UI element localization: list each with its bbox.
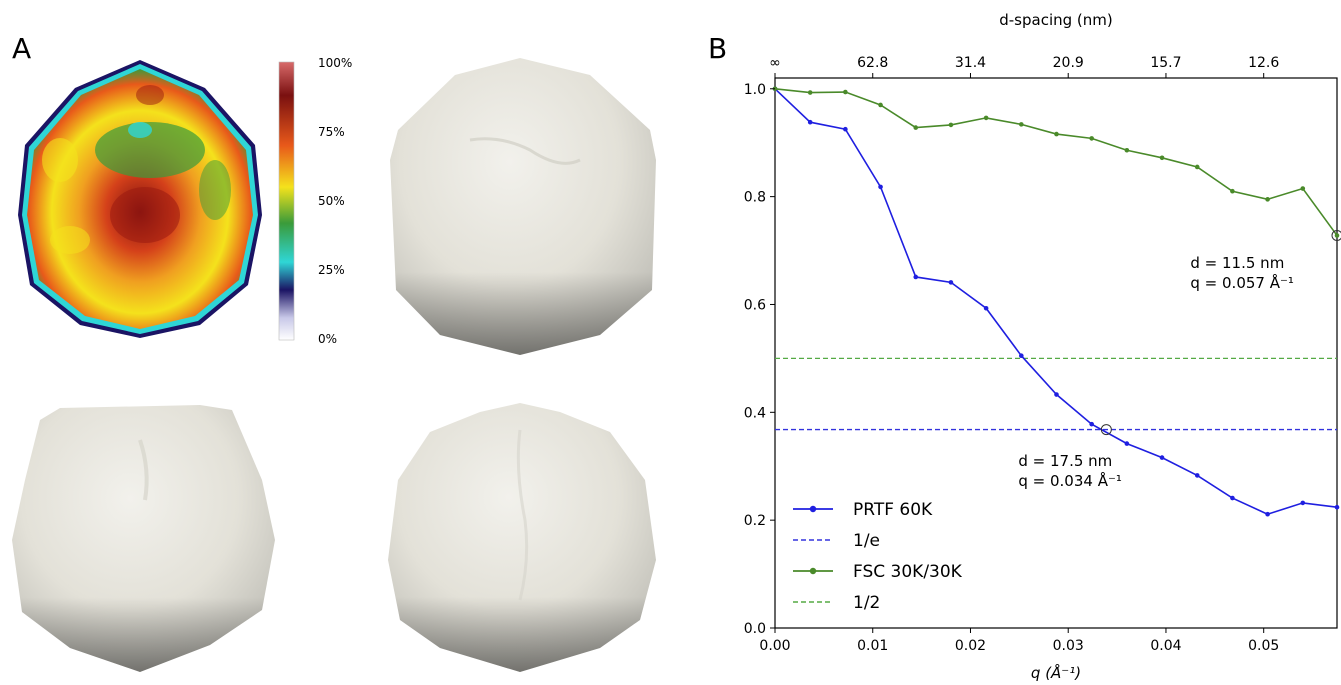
top-tick-label: 62.8 [857, 55, 888, 71]
data-point [843, 126, 848, 132]
colorbar-tick-label: 50% [318, 194, 345, 208]
annotation-marker [1100, 424, 1112, 436]
colorbar-tick-label: 100% [318, 56, 352, 70]
data-point [1300, 186, 1306, 191]
data-point [948, 280, 954, 285]
top-tick-label: 31.4 [955, 55, 986, 71]
data-point [983, 115, 989, 121]
chart-prtf-fsc: d = 17.5 nmq = 0.034 Å⁻¹ d = 11.5 nmq = 0… [744, 11, 1341, 682]
legend-label: 1/e [853, 531, 880, 551]
data-point [1334, 504, 1340, 510]
x-tick-label: 0.05 [1248, 638, 1279, 654]
x-tick-label: 0.00 [759, 638, 790, 654]
data-point [1019, 122, 1024, 127]
x-tick-label: 0.04 [1150, 638, 1181, 654]
legend-label: FSC 30K/30K [853, 562, 963, 582]
data-point [1159, 455, 1165, 460]
data-point [807, 119, 813, 125]
legend-label: PRTF 60K [853, 500, 933, 520]
data-point [913, 274, 919, 280]
y-tick-label: 1.0 [744, 82, 766, 98]
data-point [878, 102, 883, 108]
panel-b-letter: B [708, 32, 728, 65]
data-point [948, 122, 954, 128]
data-point [1265, 197, 1270, 202]
top-axis-label: d-spacing (nm) [999, 11, 1113, 29]
top-tick-label: 20.9 [1053, 55, 1084, 71]
panel-a-letter: A [12, 32, 32, 65]
data-point [983, 305, 989, 311]
series-line [774, 87, 1338, 236]
data-point [1089, 421, 1094, 427]
legend-marker [809, 505, 817, 513]
data-point [1334, 233, 1340, 238]
data-point [1230, 495, 1235, 501]
data-point [1019, 353, 1024, 358]
top-tick-label: 12.6 [1248, 55, 1279, 71]
x-tick-label: 0.01 [857, 638, 888, 654]
x-tick-label: 0.03 [1053, 638, 1084, 654]
data-point [1159, 155, 1165, 161]
colorbar-tick-label: 75% [318, 125, 345, 139]
surface-render-bottom-right [388, 403, 656, 672]
data-point [1300, 500, 1306, 506]
y-tick-label: 0.6 [744, 297, 766, 313]
annotation-text: q = 0.057 Å⁻¹ [1190, 273, 1294, 292]
x-axis-label: q (Å⁻¹) [1031, 663, 1081, 682]
legend-label: 1/2 [853, 593, 880, 613]
annotation-text: q = 0.034 Å⁻¹ [1018, 471, 1122, 490]
data-point [1089, 136, 1094, 141]
colorbar [278, 61, 295, 341]
data-point [1230, 188, 1235, 194]
y-tick-label: 0.0 [744, 621, 766, 637]
data-point [1194, 164, 1200, 170]
series-line [774, 88, 1338, 516]
plot-frame [774, 77, 1338, 629]
colorbar-tick-label: 0% [318, 332, 337, 346]
top-tick-label: ∞ [769, 55, 781, 71]
data-point [1054, 131, 1059, 137]
x-tick-label: 0.02 [955, 638, 986, 654]
panel-a-images: 100% 75% 50% 25% 0% [12, 56, 656, 672]
data-point [1124, 441, 1130, 446]
data-point [1054, 392, 1059, 397]
data-point [843, 89, 848, 95]
annotation-marker [1331, 229, 1341, 241]
data-point [1265, 511, 1270, 517]
y-tick-label: 0.4 [744, 405, 766, 421]
y-tick-label: 0.2 [744, 513, 766, 529]
colorbar-tick-label: 25% [318, 263, 345, 277]
density-slice-image [18, 60, 262, 338]
annotation-text: d = 17.5 nm [1018, 452, 1112, 470]
y-tick-label: 0.8 [744, 190, 766, 206]
surface-render-top-right [390, 58, 656, 355]
data-point [878, 184, 883, 190]
data-point [807, 90, 813, 95]
surface-render-bottom-left [12, 405, 275, 672]
top-tick-label: 15.7 [1150, 55, 1181, 71]
legend-marker [809, 567, 817, 575]
data-point [1124, 147, 1130, 153]
data-point [913, 125, 919, 130]
data-point [1194, 473, 1200, 478]
annotation-text: d = 11.5 nm [1190, 254, 1284, 272]
